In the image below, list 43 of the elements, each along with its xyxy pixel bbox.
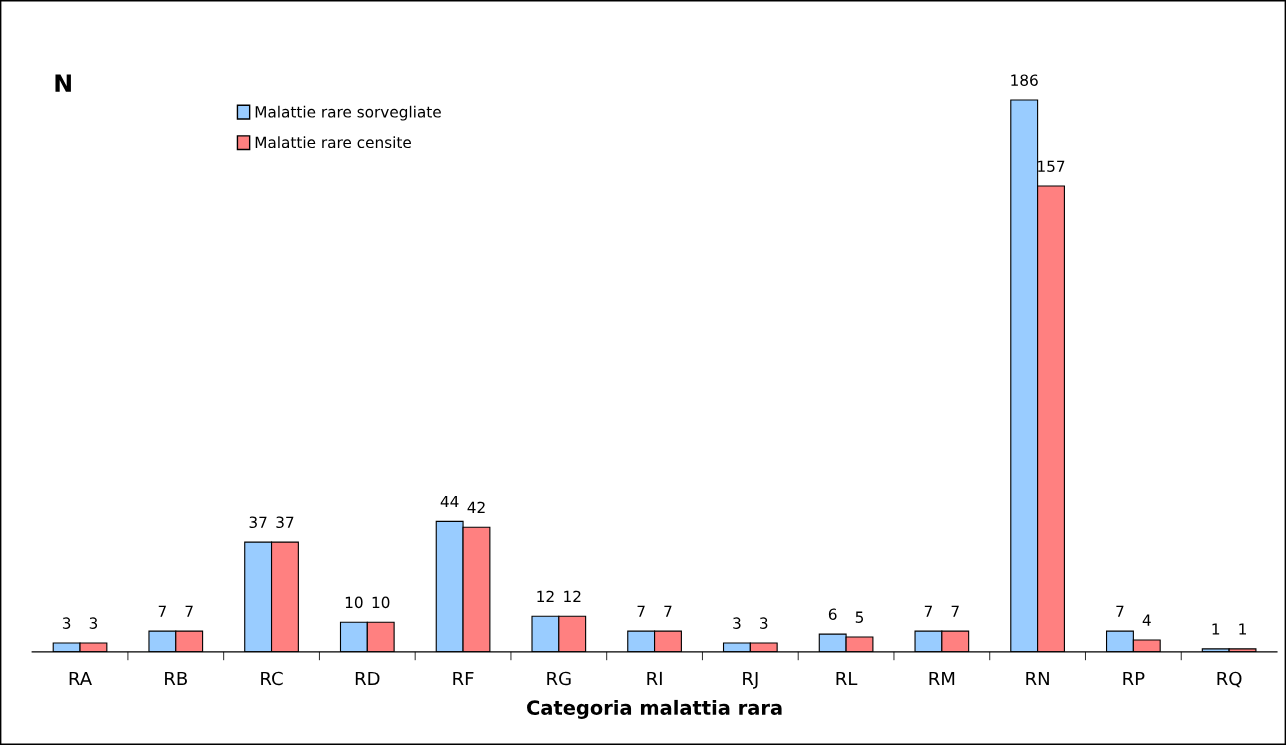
- data-label: 157: [1038, 160, 1065, 172]
- y-axis-title: N: [55, 74, 71, 92]
- data-label: 7: [185, 605, 193, 617]
- data-label: 37: [276, 516, 294, 529]
- data-label: 7: [1116, 605, 1124, 617]
- x-tick-label: RL: [836, 671, 858, 686]
- data-label: 7: [158, 605, 166, 617]
- data-label: 3: [89, 617, 98, 629]
- x-tick-label: RI: [647, 671, 662, 686]
- x-tick-label: RC: [261, 671, 283, 686]
- x-tick-label: RQ: [1217, 671, 1242, 688]
- data-label: 7: [637, 605, 645, 617]
- legend-label: Malattie rare censite: [255, 136, 411, 149]
- data-label: 7: [664, 605, 672, 617]
- x-tick-label: RB: [165, 671, 187, 686]
- data-label: 37: [249, 516, 267, 529]
- data-label: 7: [951, 605, 959, 617]
- data-label: 3: [733, 617, 741, 629]
- data-label: 10: [345, 596, 363, 609]
- data-label: 1: [1212, 623, 1220, 635]
- legend-label: Malattie rare sorvegliate: [255, 105, 441, 121]
- x-tick-label: RJ: [743, 671, 758, 689]
- x-tick-label: RN: [1026, 671, 1049, 686]
- data-label: 1: [1239, 623, 1246, 635]
- data-label: 7: [924, 605, 932, 617]
- data-label: 4: [1142, 614, 1151, 626]
- data-label: 6: [828, 608, 837, 620]
- data-label: 44: [440, 495, 459, 508]
- x-tick-label: RD: [355, 671, 380, 686]
- data-label: 12: [537, 590, 554, 602]
- x-tick-label: RG: [547, 671, 571, 686]
- x-tick-label: RF: [453, 671, 474, 686]
- data-label: 12: [564, 590, 581, 602]
- data-label: 3: [760, 617, 768, 629]
- x-tick-label: RA: [69, 671, 92, 686]
- data-label: 10: [372, 596, 390, 609]
- x-axis-title: Categoria malattia rara: [527, 699, 782, 719]
- x-tick-label: RM: [929, 671, 955, 686]
- data-label: 3: [62, 617, 71, 629]
- x-tick-label: RP: [1123, 671, 1145, 686]
- data-label: 42: [467, 501, 485, 513]
- data-label: 5: [855, 611, 864, 623]
- data-label: 186: [1011, 74, 1038, 86]
